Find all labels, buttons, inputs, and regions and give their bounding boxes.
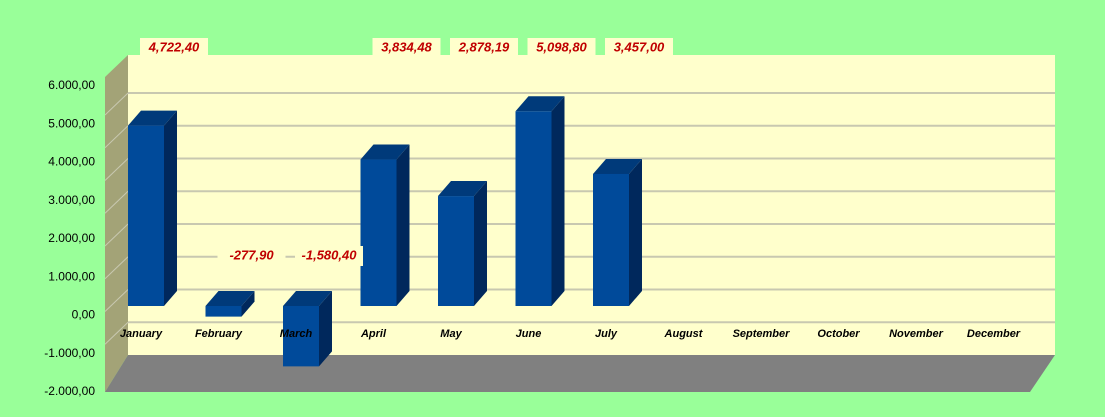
bar-top — [515, 96, 565, 112]
value-label-box — [372, 38, 441, 58]
value-label: 3,457,00 — [614, 39, 665, 54]
floor — [105, 355, 1055, 392]
value-label: 3,834,48 — [381, 39, 432, 54]
value-label: -1,580,40 — [302, 247, 358, 262]
y-tick-label: 4.000,00 — [48, 155, 95, 169]
bar-side — [164, 110, 177, 307]
grid-line — [104, 321, 129, 345]
value-label: 4,722,40 — [148, 39, 200, 54]
grid-line — [104, 256, 129, 280]
value-label-box — [450, 38, 518, 58]
bar — [205, 306, 242, 317]
bar-top — [438, 181, 487, 197]
bar — [515, 111, 552, 307]
bar — [360, 159, 397, 306]
value-label-box — [295, 246, 363, 266]
y-tick-label: 5.000,00 — [48, 116, 95, 130]
value-label: 2,878,19 — [458, 39, 510, 54]
value-label-box — [605, 38, 673, 58]
y-tick-label: -1.000,00 — [44, 346, 95, 360]
x-tick-label: August — [664, 328, 704, 340]
grid-line — [104, 158, 129, 181]
bar-top — [360, 144, 410, 160]
x-tick-label: October — [817, 328, 860, 340]
grid-line — [104, 125, 129, 149]
bar-side — [551, 96, 565, 307]
x-tick-label: December — [967, 328, 1021, 340]
y-tick-label: 6.000,00 — [48, 78, 95, 92]
grid-line — [104, 190, 129, 214]
x-tick-label: June — [516, 328, 542, 340]
bar — [593, 173, 629, 306]
side-wall — [105, 55, 128, 392]
bar — [128, 125, 164, 307]
bar-side — [319, 291, 332, 367]
value-label: 5,098,80 — [536, 39, 587, 54]
x-tick-label: May — [440, 328, 462, 340]
bar — [283, 306, 319, 367]
grid-line — [104, 289, 129, 312]
value-label-box — [217, 246, 286, 266]
y-tick-label: 3.000,00 — [48, 193, 95, 207]
y-tick-label: 2.000,00 — [48, 231, 95, 245]
bar-side — [474, 181, 487, 306]
grid-line — [104, 223, 129, 247]
value-label: -277,90 — [229, 247, 274, 262]
bar-top — [128, 110, 177, 126]
x-tick-label: September — [733, 328, 791, 340]
x-tick-label: January — [120, 328, 163, 340]
y-tick-label: 0,00 — [72, 308, 96, 322]
back-wall — [128, 55, 1055, 355]
value-label-box — [527, 38, 596, 58]
bar-side — [396, 144, 410, 306]
bar-top — [205, 291, 255, 306]
bar-top — [283, 291, 332, 306]
x-tick-label: March — [280, 328, 313, 340]
x-tick-label: July — [595, 328, 618, 340]
x-tick-label: February — [195, 328, 243, 340]
bar — [438, 196, 474, 306]
x-tick-label: November — [889, 328, 944, 340]
bar-side — [241, 291, 255, 317]
bar-side — [629, 158, 642, 306]
y-tick-label: -2.000,00 — [44, 384, 95, 398]
y-tick-label: 1.000,00 — [48, 269, 95, 283]
value-label-box — [140, 38, 208, 58]
bar-top — [593, 158, 642, 174]
x-tick-label: April — [360, 328, 387, 340]
grid-line — [104, 92, 129, 116]
